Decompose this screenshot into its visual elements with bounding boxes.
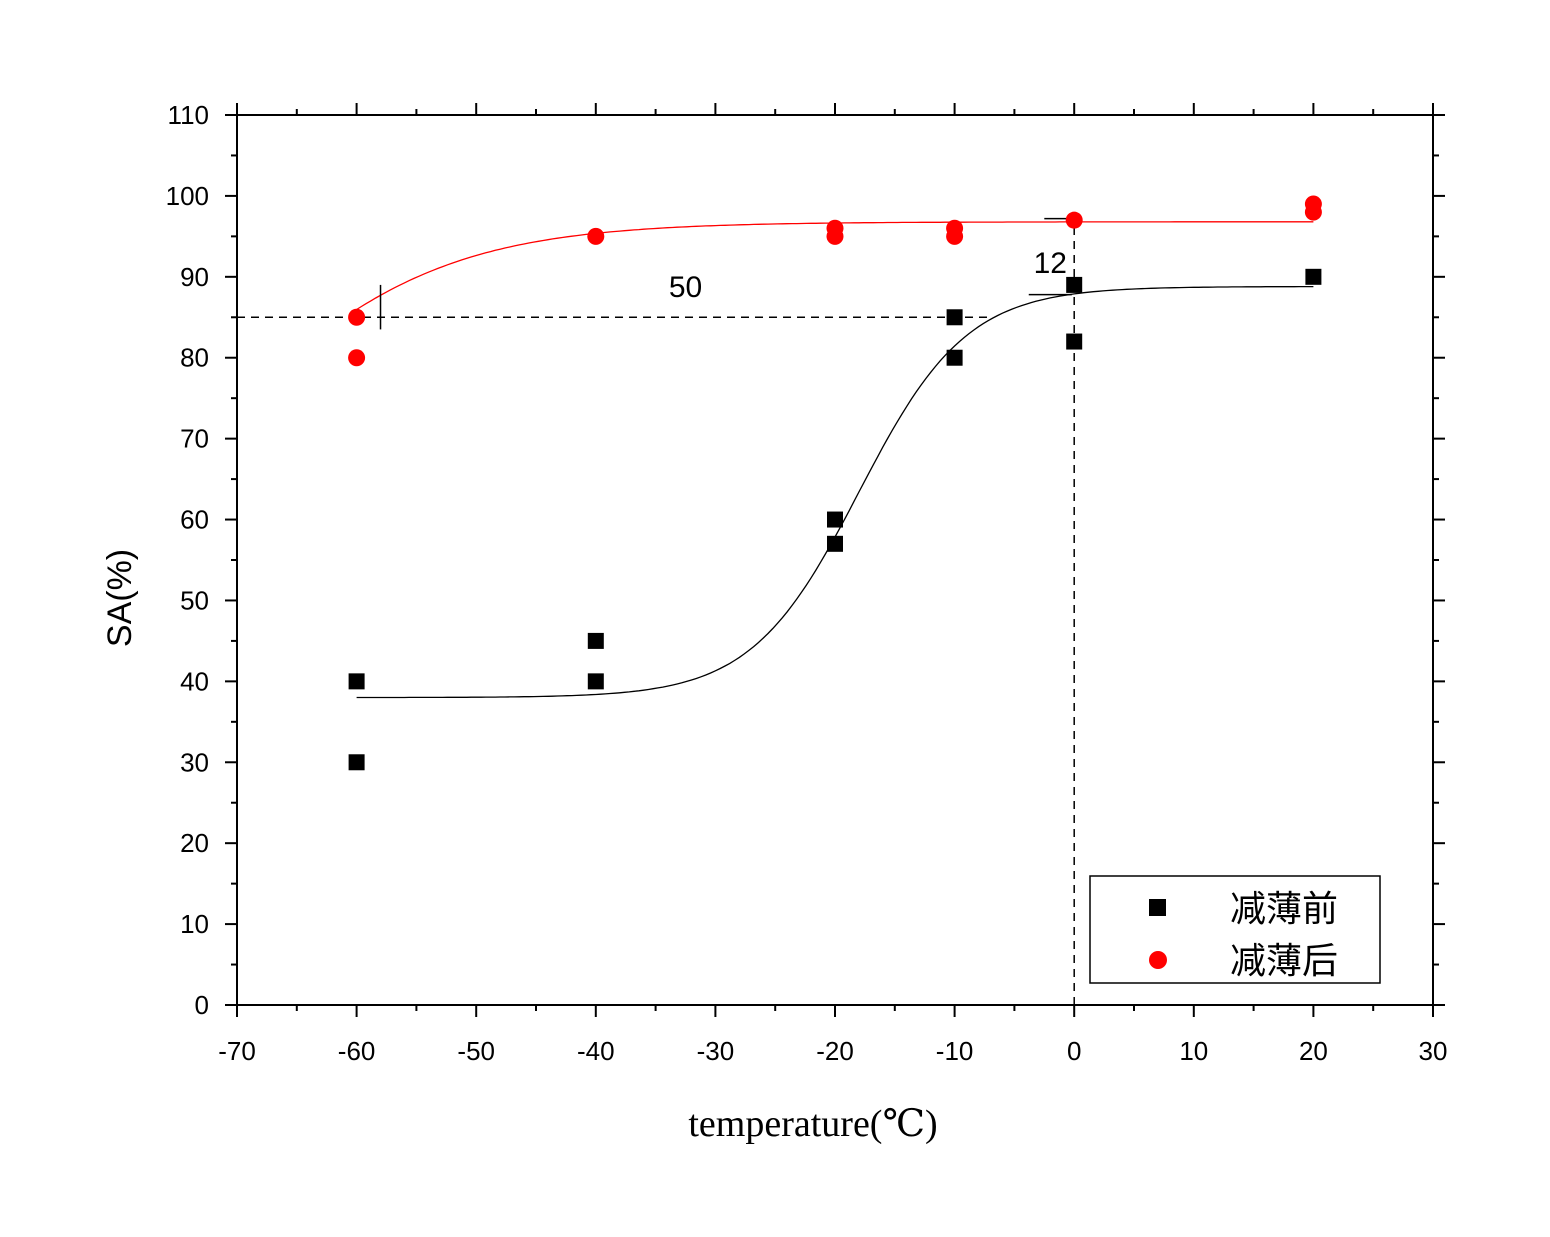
data-point-circle	[826, 227, 844, 245]
data-point-square	[348, 754, 365, 771]
reference-lines	[237, 220, 1075, 1005]
x-tick-label: -50	[457, 1036, 495, 1066]
data-point-circle	[348, 349, 366, 367]
legend-label-series-2: 减薄后	[1230, 941, 1338, 982]
y-axis-title: SA(%)	[101, 549, 139, 647]
x-tick-label: 20	[1299, 1036, 1328, 1066]
data-point-circle	[1304, 203, 1322, 221]
data-point-square	[1066, 333, 1083, 350]
annotation-label: 12	[1034, 247, 1067, 280]
x-tick-label: -30	[697, 1036, 735, 1066]
legend-marker-circle	[1149, 951, 1167, 969]
data-point-square	[827, 511, 843, 528]
fit-curve-series-1	[356, 285, 1314, 699]
y-tick-label: 50	[180, 585, 209, 615]
data-point-square	[587, 673, 604, 690]
axis-tick-labels: -70 -60 -50 -40 -30 -20 -10 0 10 20 30 0 10 20 30 40 50 6…	[166, 100, 1448, 1066]
data-point-square	[946, 309, 963, 326]
legend-label-series-1: 减薄前	[1230, 889, 1338, 930]
y-tick-label: 30	[180, 747, 209, 777]
annotation-markers	[379, 217, 1075, 330]
annotations: 50 12	[669, 247, 1067, 304]
data-points	[348, 195, 1322, 771]
data-point-circle	[348, 308, 366, 326]
y-tick-label: 110	[168, 100, 209, 130]
data-point-circle	[1065, 211, 1083, 229]
plot-area-frame	[236, 114, 1434, 1006]
y-tick-label: 100	[166, 181, 209, 211]
y-tick-label: 80	[180, 343, 209, 373]
data-point-square	[1305, 268, 1322, 285]
x-tick-label: 10	[1179, 1036, 1208, 1066]
fit-curves	[356, 221, 1314, 699]
y-tick-label: 40	[180, 666, 209, 696]
y-tick-label: 60	[180, 505, 209, 535]
legend: 减薄前 减薄后	[1089, 875, 1381, 984]
data-point-circle	[946, 227, 964, 245]
x-tick-label: 30	[1419, 1036, 1448, 1066]
data-point-square	[348, 673, 365, 690]
data-point-square	[946, 349, 963, 366]
y-tick-label: 70	[180, 424, 209, 454]
axis-ticks	[225, 103, 1445, 1017]
data-point-square	[1066, 276, 1083, 293]
annotation-label: 50	[669, 271, 702, 304]
x-axis-title: temperature(℃)	[688, 1103, 937, 1145]
x-tick-label: -10	[936, 1036, 974, 1066]
legend-box	[1089, 875, 1381, 984]
data-point-circle	[587, 227, 605, 245]
y-tick-label: 0	[195, 990, 209, 1020]
x-tick-label: -20	[816, 1036, 854, 1066]
data-point-square	[827, 535, 843, 552]
x-tick-label: -70	[218, 1036, 256, 1066]
y-tick-label: 90	[180, 262, 209, 292]
y-tick-label: 10	[180, 909, 209, 939]
y-tick-label: 20	[180, 828, 209, 858]
x-tick-label: 0	[1067, 1036, 1081, 1066]
data-point-square	[587, 632, 604, 649]
legend-marker-square	[1149, 899, 1166, 916]
x-tick-label: -60	[338, 1036, 376, 1066]
x-tick-label: -40	[577, 1036, 615, 1066]
